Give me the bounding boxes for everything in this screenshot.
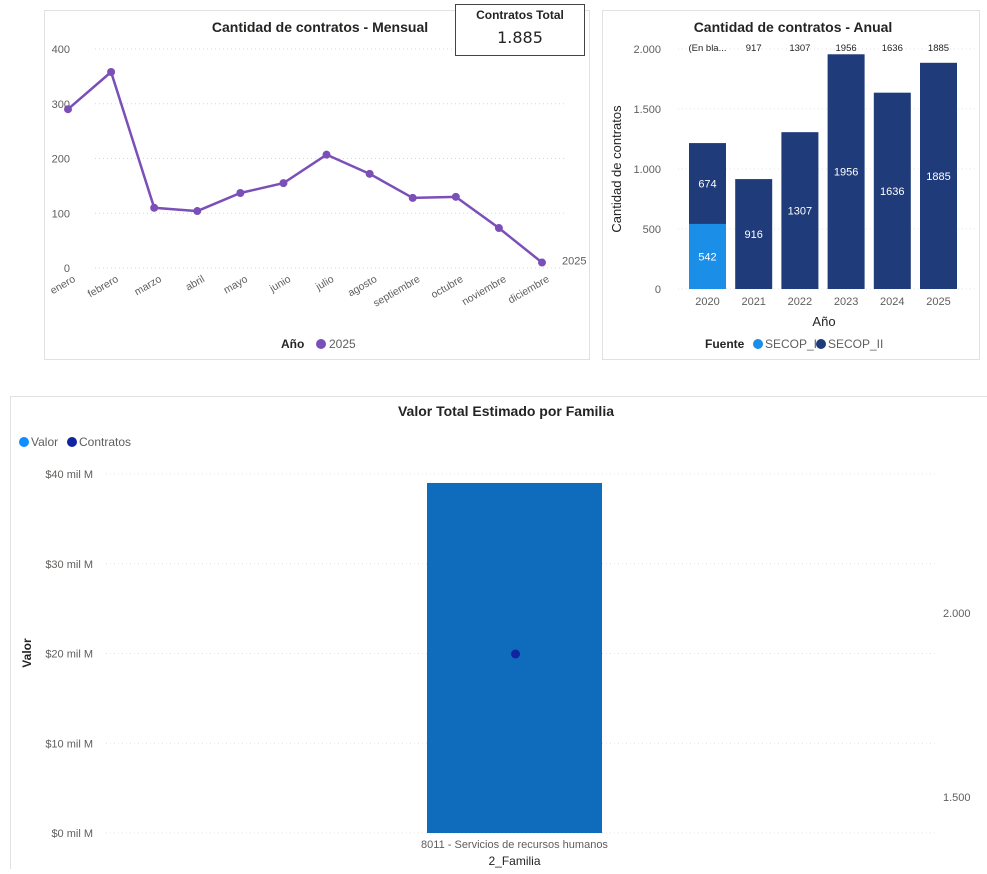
y-tick-label: 500: [643, 224, 661, 236]
point-contratos: [511, 649, 520, 659]
x-tick-label: septiembre: [371, 273, 422, 309]
monthly-chart-panel: Cantidad de contratos - Mensual 400 300 200…: [44, 10, 590, 360]
family-chart-panel: Valor Total Estimado por Familia Valor Con…: [10, 396, 987, 869]
legend-title: Fuente: [705, 337, 745, 351]
data-point: [107, 67, 116, 76]
data-point: [365, 169, 374, 178]
x-tick-label: abril: [184, 273, 207, 293]
x-tick-label: marzo: [132, 273, 163, 298]
y2-tick-label: 1.500: [943, 792, 971, 804]
y-tick-label: $30 mil M: [45, 559, 93, 571]
data-point: [236, 188, 245, 197]
series-end-label: 2025: [562, 256, 586, 268]
x-tick-label: 2025: [926, 296, 950, 308]
bar-data-label: 1885: [926, 171, 950, 183]
y-tick-label: $40 mil M: [45, 469, 93, 481]
x-tick-label: mayo: [222, 273, 250, 296]
bar-secop-i: [689, 223, 726, 289]
x-tick-label: junio: [267, 273, 293, 295]
bar-total-label: 1885: [928, 43, 949, 54]
data-point: [451, 192, 460, 201]
annual-chart-panel: Cantidad de contratos - Anual 2.000 1.500 1…: [602, 10, 980, 360]
y-tick-label: $10 mil M: [45, 738, 93, 750]
bar-data-label: 542: [698, 251, 716, 263]
kpi-card: Contratos Total 1.885: [455, 4, 585, 56]
legend-marker: [753, 339, 763, 349]
bar-secop-ii: [689, 143, 726, 224]
legend-title: Año: [281, 337, 304, 351]
bar-secop-ii: [735, 179, 773, 289]
bar-total-label: 1956: [836, 43, 857, 54]
y-axis-title: Valor: [20, 638, 34, 668]
bar-data-label: 1636: [880, 186, 904, 198]
y-axis-title: Cantidad de contratos: [609, 105, 624, 233]
x-tick-label: 2024: [880, 296, 904, 308]
bar-total-label: 917: [746, 43, 762, 54]
data-point: [322, 150, 331, 159]
x-tick-label: febrero: [86, 273, 121, 300]
x-tick-label: 2020: [695, 296, 719, 308]
y2-axis-title: Contratos: [984, 625, 987, 682]
x-tick-label: enero: [48, 273, 77, 297]
data-point: [408, 193, 417, 202]
bar-total-label: 1307: [789, 43, 810, 54]
x-tick-label: agosto: [346, 273, 379, 299]
legend-item: 2025: [329, 337, 356, 351]
x-tick-label: julio: [313, 273, 336, 293]
legend-item: Contratos: [79, 435, 131, 449]
data-point: [279, 179, 288, 188]
legend-marker: [316, 339, 326, 349]
y-tick-label: 1.000: [633, 164, 661, 176]
x-axis-title: Año: [812, 314, 835, 329]
legend-item: SECOP_I: [765, 337, 817, 351]
bar-data-label: 1307: [788, 206, 812, 218]
series-line-2025: [67, 69, 543, 264]
legend-item: Valor: [31, 435, 58, 449]
x-tick-label: 8011 - Servicios de recursos humanos: [421, 839, 608, 851]
bar-secop-ii: [873, 92, 911, 290]
bar-secop-ii: [827, 54, 865, 289]
x-axis-title: 2_Familia: [488, 854, 540, 868]
annual-bar-chart: Cantidad de contratos - Anual 2.000 1.500 1…: [609, 19, 975, 351]
x-tick-label: noviembre: [460, 273, 509, 308]
x-tick-label: 2022: [788, 296, 812, 308]
data-point: [64, 105, 72, 114]
data-point: [494, 224, 503, 233]
bar-secop-ii: [920, 62, 957, 289]
y-tick-label: 0: [655, 284, 661, 296]
bar-total-label: 1636: [882, 43, 903, 54]
data-point: [538, 258, 546, 267]
family-bar-chart: Valor Total Estimado por Familia Valor Con…: [19, 403, 987, 868]
kpi-value: 1.885: [497, 28, 543, 47]
bar-data-label: 674: [698, 179, 716, 191]
y-tick-label: 1.500: [633, 104, 661, 116]
y-tick-label: $0 mil M: [51, 828, 93, 840]
y-tick-label: 200: [52, 154, 70, 166]
y2-tick-label: 2.000: [943, 608, 971, 620]
bar-data-label: 1956: [834, 167, 858, 179]
legend-marker: [19, 437, 29, 447]
monthly-line-chart: Cantidad de contratos - Mensual400300200…: [48, 19, 586, 351]
y-tick-label: 100: [52, 208, 70, 220]
kpi-label: Contratos Total: [476, 8, 564, 22]
bar-secop-ii: [781, 132, 819, 289]
legend-marker: [816, 339, 826, 349]
bar-data-label: 916: [745, 229, 763, 241]
y-tick-label: 2.000: [633, 44, 661, 56]
data-point: [150, 203, 159, 212]
bar-total-label: (En bla...: [688, 43, 726, 54]
legend-marker: [67, 437, 77, 447]
x-tick-label: 2023: [834, 296, 858, 308]
legend-item: SECOP_II: [828, 337, 883, 351]
x-tick-label: 2021: [741, 296, 765, 308]
chart-title: Cantidad de contratos - Anual: [694, 19, 893, 35]
chart-title: Cantidad de contratos - Mensual: [212, 19, 428, 35]
x-tick-label: diciembre: [506, 273, 552, 306]
y-tick-label: 400: [52, 44, 70, 56]
y-tick-label: $20 mil M: [45, 649, 93, 661]
chart-title: Valor Total Estimado por Familia: [398, 403, 614, 419]
data-point: [193, 207, 202, 216]
y-tick-label: 0: [64, 263, 70, 275]
